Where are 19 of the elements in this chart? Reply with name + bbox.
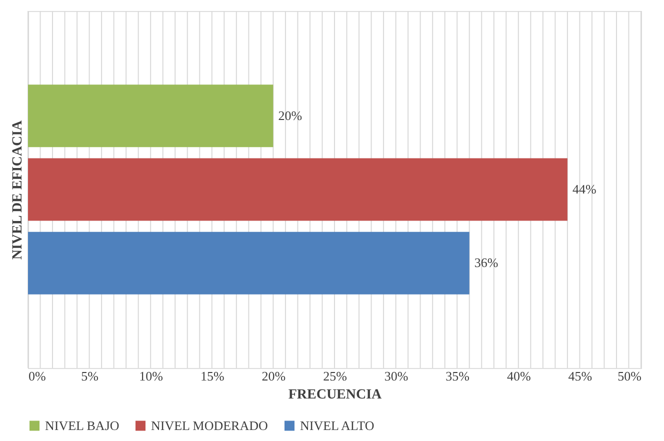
x-tick-label: 30%	[384, 368, 408, 384]
data-label: 20%	[278, 108, 302, 123]
legend-label: NIVEL ALTO	[300, 418, 374, 433]
y-axis-title: NIVEL DE EFICACIA	[10, 119, 26, 260]
x-tick-label: 25%	[323, 368, 348, 384]
data-label: 44%	[572, 182, 596, 196]
x-tick-label: 45%	[568, 368, 592, 384]
x-tick-label: 35%	[446, 368, 470, 384]
legend-label: NIVEL BAJO	[45, 418, 120, 433]
x-tick-label: 10%	[139, 368, 164, 384]
data-label: 36%	[474, 255, 498, 270]
legend-label: NIVEL MODERADO	[151, 418, 268, 433]
x-axis-title: FRECUENCIA	[288, 388, 383, 402]
x-tick-label: 5%	[81, 368, 99, 384]
x-tick-label: 40%	[506, 368, 531, 384]
x-tick-label: 50%	[618, 368, 642, 384]
x-tick-label: 15%	[200, 368, 224, 384]
x-tick-label: 0%	[28, 368, 46, 384]
x-tick-label: 20%	[262, 368, 286, 384]
